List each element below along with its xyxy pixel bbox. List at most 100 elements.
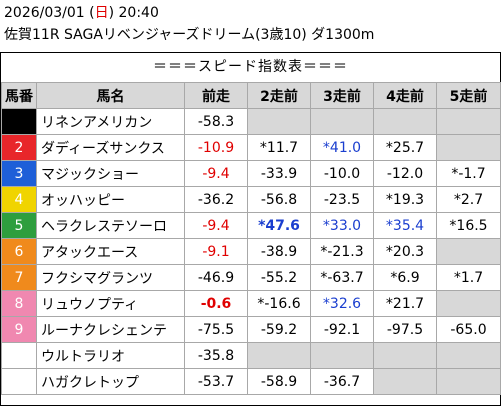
speed-index-table: 馬番 馬名 前走 2走前 3走前 4走前 5走前 1 リネンアメリカン -58.3 2…: [1, 82, 501, 395]
horse-number-cell: 11: [1, 368, 37, 395]
speed-index-cell: -36.2: [184, 186, 248, 213]
horse-name-cell: マジックショー: [36, 160, 185, 187]
speed-index-cell: *-16.6: [247, 290, 311, 317]
empty-index-cell: [436, 342, 501, 369]
speed-index-cell: *20.3: [373, 238, 437, 265]
col-header-5-races-ago: 5走前: [436, 82, 501, 109]
horse-number-cell: 9: [1, 316, 37, 343]
speed-index-cell: *16.5: [436, 212, 501, 239]
empty-index-cell: [310, 342, 374, 369]
table-row: 3 マジックショー -9.4 -33.9 -10.0 -12.0 *-1.7: [1, 160, 501, 187]
race-header: 2026/03/01 (日) 20:40 佐賀11R SAGAリベンジャーズドリ…: [4, 2, 374, 46]
table-header-row: 馬番 馬名 前走 2走前 3走前 4走前 5走前: [1, 82, 501, 109]
speed-index-cell: *32.6: [310, 290, 374, 317]
empty-index-cell: [373, 108, 437, 135]
speed-index-cell: -36.7: [310, 368, 374, 395]
col-header-last-race: 前走: [184, 82, 248, 109]
speed-index-cell: -58.3: [184, 108, 248, 135]
speed-index-cell: *21.7: [373, 290, 437, 317]
empty-index-cell: [436, 108, 501, 135]
speed-index-cell: -23.5: [310, 186, 374, 213]
horse-number-cell: 10: [1, 342, 37, 369]
table-row: 11 ハガクレトップ -53.7 -58.9 -36.7: [1, 368, 501, 395]
speed-index-cell: -0.6: [184, 290, 248, 317]
speed-index-cell: -55.2: [247, 264, 311, 291]
race-title: 佐賀11R SAGAリベンジャーズドリーム(3歳10) ダ1300m: [4, 27, 375, 43]
speed-index-cell: *25.7: [373, 134, 437, 161]
horse-number-cell: 3: [1, 160, 37, 187]
speed-index-cell: -92.1: [310, 316, 374, 343]
table-row: 10 ウルトラリオ -35.8: [1, 342, 501, 369]
speed-index-cell: -59.2: [247, 316, 311, 343]
empty-index-cell: [247, 108, 311, 135]
table-row: 2 ダディーズサンクス -10.9 *11.7 *41.0 *25.7: [1, 134, 501, 161]
speed-index-cell: *2.7: [436, 186, 501, 213]
col-header-3-races-ago: 3走前: [310, 82, 374, 109]
horse-name-cell: ウルトラリオ: [36, 342, 185, 369]
speed-index-cell: -10.0: [310, 160, 374, 187]
speed-index-cell: *11.7: [247, 134, 311, 161]
horse-name-cell: フクシマグランツ: [36, 264, 185, 291]
empty-index-cell: [373, 368, 437, 395]
speed-index-cell: -9.4: [184, 212, 248, 239]
horse-number-cell: 7: [1, 264, 37, 291]
empty-index-cell: [373, 342, 437, 369]
speed-index-cell: *19.3: [373, 186, 437, 213]
horse-name-cell: ヘラクレステソーロ: [36, 212, 185, 239]
horse-name-cell: リュウノプティ: [36, 290, 185, 317]
speed-index-cell: -97.5: [373, 316, 437, 343]
speed-index-cell: -46.9: [184, 264, 248, 291]
horse-name-cell: ダディーズサンクス: [36, 134, 185, 161]
table-row: 8 リュウノプティ -0.6 *-16.6 *32.6 *21.7: [1, 290, 501, 317]
speed-index-cell: *1.7: [436, 264, 501, 291]
speed-index-cell: -10.9: [184, 134, 248, 161]
horse-number-cell: 4: [1, 186, 37, 213]
col-header-4-races-ago: 4走前: [373, 82, 437, 109]
horse-name-cell: ハガクレトップ: [36, 368, 185, 395]
speed-index-cell: -33.9: [247, 160, 311, 187]
horse-name-cell: ルーナクレシェンテ: [36, 316, 185, 343]
speed-index-cell: *-1.7: [436, 160, 501, 187]
race-date-line: 2026/03/01 (日) 20:40: [4, 2, 374, 24]
horse-number-cell: 8: [1, 290, 37, 317]
horse-number-cell: 6: [1, 238, 37, 265]
speed-index-cell: *6.9: [373, 264, 437, 291]
speed-index-cell: -9.4: [184, 160, 248, 187]
table-title: ＝＝＝スピード指数表＝＝＝: [153, 59, 348, 75]
race-weekday: 日: [94, 5, 109, 21]
table-row: 7 フクシマグランツ -46.9 -55.2 *-63.7 *6.9 *1.7: [1, 264, 501, 291]
empty-index-cell: [436, 134, 501, 161]
table-row: 5 ヘラクレステソーロ -9.4 *47.6 *33.0 *35.4 *16.5: [1, 212, 501, 239]
col-header-number: 馬番: [1, 82, 37, 109]
empty-index-cell: [247, 342, 311, 369]
horse-number-cell: 1: [1, 108, 37, 135]
horse-name-cell: リネンアメリカン: [36, 108, 185, 135]
speed-index-cell: *-21.3: [310, 238, 374, 265]
speed-index-cell: -56.8: [247, 186, 311, 213]
speed-index-cell: *-63.7: [310, 264, 374, 291]
table-row: 4 オッハッピー -36.2 -56.8 -23.5 *19.3 *2.7: [1, 186, 501, 213]
table-row: 9 ルーナクレシェンテ -75.5 -59.2 -92.1 -97.5 -65.0: [1, 316, 501, 343]
empty-index-cell: [436, 290, 501, 317]
speed-index-cell: *33.0: [310, 212, 374, 239]
table-row: 6 アタックエース -9.1 -38.9 *-21.3 *20.3: [1, 238, 501, 265]
speed-index-cell: -38.9: [247, 238, 311, 265]
horse-name-cell: アタックエース: [36, 238, 185, 265]
race-time: ) 20:40: [108, 5, 159, 21]
empty-index-cell: [310, 108, 374, 135]
speed-index-cell: -53.7: [184, 368, 248, 395]
speed-index-cell: *41.0: [310, 134, 374, 161]
empty-index-cell: [436, 368, 501, 395]
horse-name-cell: オッハッピー: [36, 186, 185, 213]
speed-index-cell: -75.5: [184, 316, 248, 343]
horse-number-cell: 5: [1, 212, 37, 239]
speed-index-cell: -35.8: [184, 342, 248, 369]
speed-index-cell: *35.4: [373, 212, 437, 239]
col-header-2-races-ago: 2走前: [247, 82, 311, 109]
speed-index-cell: -12.0: [373, 160, 437, 187]
col-header-horse-name: 馬名: [36, 82, 185, 109]
speed-index-cell: -58.9: [247, 368, 311, 395]
table-row: 1 リネンアメリカン -58.3: [1, 108, 501, 135]
speed-index-cell: *47.6: [247, 212, 311, 239]
race-date: 2026/03/01 (: [4, 5, 95, 21]
